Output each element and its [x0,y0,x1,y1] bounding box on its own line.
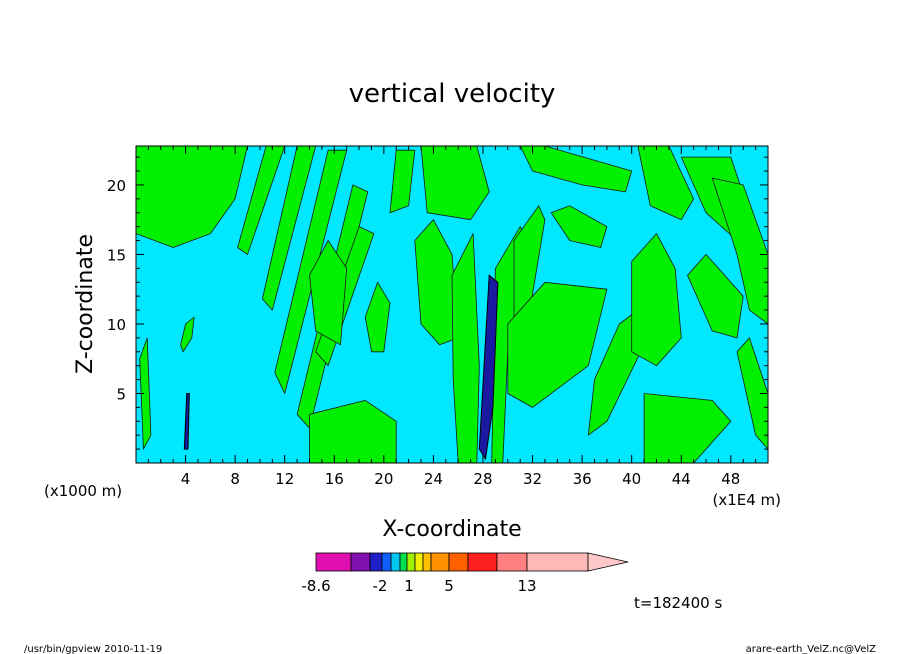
positive-region-21 [643,393,732,463]
colorbar-segment-6 [406,552,416,572]
x-tick-label: 32 [523,470,542,488]
x-tick-label: 44 [672,470,691,488]
colorbar-segment-3 [381,552,392,572]
footer-left: /usr/bin/gpview 2010-11-19 [24,644,162,654]
colorbar-label: 1 [404,577,414,595]
footer-right: arare-earth_VelZ.nc@VelZ [746,644,877,654]
y-axis: 5 10 15 20 [107,156,768,450]
positive-region-19 [631,233,682,367]
y-axis-label: Z-coordinate [73,234,98,374]
positive-region-1 [237,146,286,255]
x-tick-label: 12 [275,470,294,488]
y-tick-label: 5 [116,385,126,403]
x-tick-label: 28 [473,470,492,488]
colorbar-segment-11 [467,552,498,572]
colorbar-arrow [587,552,629,572]
y-tick-label: 20 [107,177,126,195]
positive-region-23 [687,253,744,339]
colorbar-segment-13 [526,552,589,572]
x-axis-label: X-coordinate [382,517,521,542]
positive-region-24 [711,177,768,325]
positive-region-9 [364,281,391,353]
colorbar-label: 13 [517,577,536,595]
colorbar-segment-7 [414,552,424,572]
x-tick-label: 20 [374,470,393,488]
colorbar-segment-9 [430,552,450,572]
positive-region-15 [507,281,608,408]
x-tick-label: 4 [181,470,191,488]
positive-region-25 [736,337,768,450]
positive-region-10 [309,240,348,346]
positive-region-3 [274,149,348,394]
colorbar-segment-1 [350,552,371,572]
x-axis: 4 8 12 16 20 24 28 32 36 40 44 48 [147,146,757,488]
positive-region-16 [519,146,633,193]
positive-region-0 [136,146,248,248]
colorbar-label: -2 [373,577,388,595]
positive-region-27 [180,316,195,353]
colorbar-segment-4 [390,552,401,572]
positive-region-17 [550,205,608,248]
colorbar-segment-5 [399,552,408,572]
strong-region-1 [183,393,190,450]
positive-region-12 [451,233,480,463]
chart-title: vertical velocity [349,79,556,109]
colorbar-label: 5 [444,577,454,595]
x-tick-label: 16 [325,470,344,488]
x-tick-label: 48 [721,470,740,488]
time-label: t=182400 s [634,594,722,612]
positive-region-6 [389,149,416,214]
x-unit-right: (x1E4 m) [712,491,781,509]
plot-frame [135,145,769,464]
x-tick-label: 8 [230,470,240,488]
positive-region-26 [139,337,152,450]
positive-region-8 [309,399,397,463]
y-tick-label: 10 [107,316,126,334]
colorbar: -8.6 -2 1 5 13 [301,552,629,595]
positive-region-2 [261,146,317,311]
colorbar-label: -8.6 [301,577,330,595]
colorbar-segment-12 [496,552,528,572]
colorbar-segment-2 [369,552,383,572]
colorbar-segment-8 [422,552,432,572]
x-tick-label: 40 [622,470,641,488]
x-tick-label: 24 [424,470,443,488]
positive-region-7 [420,146,490,221]
x-unit-left: (x1000 m) [44,482,122,500]
x-tick-label: 36 [573,470,592,488]
colorbar-segment-0 [315,552,352,572]
y-tick-label: 15 [107,246,126,264]
positive-region-20 [637,146,694,221]
contour-regions [136,146,768,463]
colorbar-segment-10 [448,552,469,572]
strong-region-0 [478,274,499,461]
